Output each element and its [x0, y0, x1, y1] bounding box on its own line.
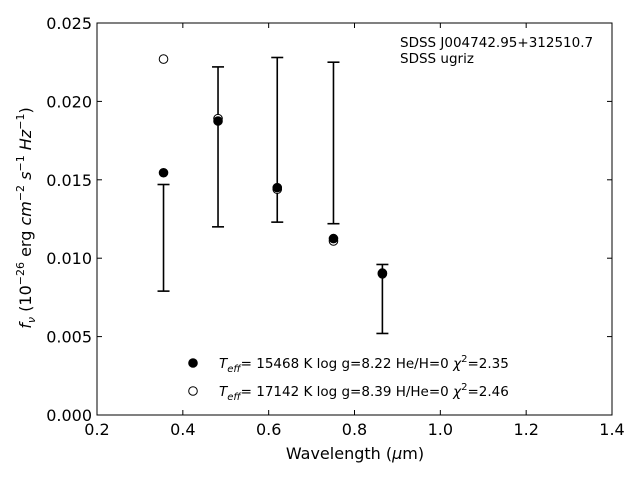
annotation-object: SDSS J004742.95+312510.7 — [400, 35, 593, 51]
x-tick-label-2: 0.6 — [256, 420, 281, 439]
y-tick-label-3: 0.015 — [46, 171, 92, 190]
y-tick-label-0: 0.000 — [46, 406, 92, 425]
point-filled-4 — [377, 268, 388, 278]
annotation-survey: SDSS ugriz — [400, 51, 474, 67]
x-tick-label-0: 0.2 — [84, 420, 109, 439]
x-tick-label-3: 0.8 — [342, 420, 367, 439]
legend-entry-2: Teff= 17142 K log g=8.39 H/He=0 χ2=2.46 — [219, 382, 509, 403]
x-tick-label-4: 1.0 — [428, 420, 453, 439]
y-tick-label-4: 0.020 — [46, 92, 92, 111]
x-tick-label-5: 1.2 — [513, 420, 538, 439]
x-tick-label-6: 1.4 — [599, 420, 624, 439]
point-filled-1 — [213, 116, 223, 126]
y-axis-label: fν (10−26 erg cm−2 s−1 Hz−1) — [14, 107, 38, 328]
point-filled-3 — [328, 233, 339, 244]
point-filled-0 — [158, 167, 169, 178]
x-axis-label: Wavelength (μm) — [286, 444, 424, 463]
legend-entry-1: Teff= 15468 K log g=8.22 He/H=0 χ2=2.35 — [219, 354, 509, 375]
y-tick-label-5: 0.025 — [46, 14, 92, 33]
point-open-0 — [158, 54, 169, 64]
legend-marker-open — [188, 386, 198, 396]
y-tick-label-2: 0.010 — [46, 249, 92, 268]
x-tick-label-1: 0.4 — [170, 420, 195, 439]
legend: Teff= 15468 K log g=8.22 He/H=0 χ2=2.35 … — [188, 354, 509, 403]
y-tick-label-1: 0.005 — [46, 328, 92, 347]
legend-marker-filled — [188, 358, 198, 368]
plot-area: 0.2 0.4 0.6 0.8 1.0 1.2 1.4 0.000 0.005 0.010 0.01… — [46, 14, 625, 439]
point-filled-2 — [272, 182, 283, 193]
